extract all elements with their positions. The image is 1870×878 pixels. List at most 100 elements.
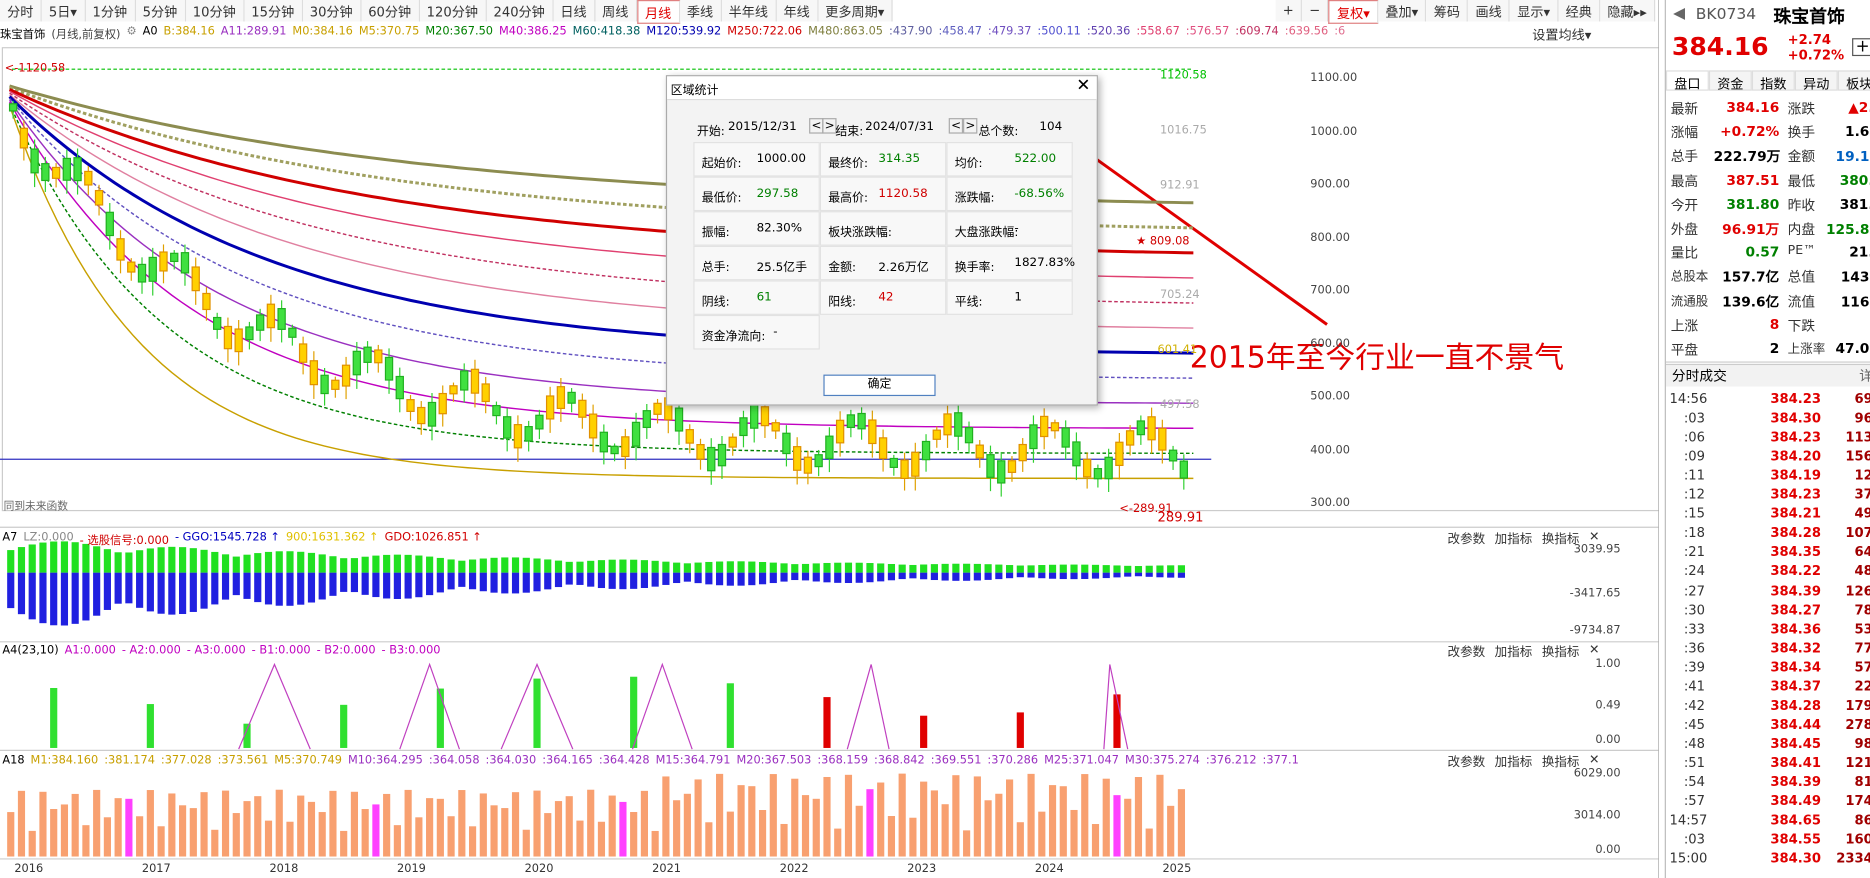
indicator-label: 900:1631.362 ↑ [285,530,379,544]
a7-bar-blue [834,572,842,583]
a7-bar-green [479,558,487,573]
a7-bar-green [17,547,26,573]
volume-bar [920,781,928,857]
a7-bar-green [1156,565,1164,573]
period-button[interactable]: 日线 [553,0,595,22]
panel-button[interactable]: 加指标 [1494,532,1533,547]
price-axis-label: 800.00 [1310,230,1350,244]
ma-settings[interactable]: 设置均线▾ [1532,27,1592,43]
quote-tab[interactable]: 异动 [1794,70,1838,92]
panel-button[interactable]: 改参数 [1447,532,1486,547]
volume-bar [780,823,788,857]
tool-button[interactable]: 隐藏▸▸ [1600,0,1656,22]
period-button[interactable]: 半年线 [721,0,777,22]
gear[interactable]: ⚙ [126,25,137,39]
a7-bar-blue [930,572,938,581]
period-button[interactable]: 5分钟 [135,0,186,22]
period-button[interactable]: 季线 [679,0,722,22]
period-button[interactable]: 1分钟 [85,0,136,22]
panel-button[interactable]: ✕ [1588,642,1600,658]
ok-button[interactable]: 确定 [823,374,936,397]
candle-body [696,444,705,460]
quote-row: 量比 0.57 PE™ 21.70 [1666,241,1870,265]
a7-bar-green [748,561,756,573]
panel-button[interactable]: 换指标 [1541,755,1580,770]
candle-body [352,350,361,376]
volume-bar [694,779,702,857]
period-button[interactable]: 240分钟 [486,0,554,22]
panel-button[interactable]: ✕ [1588,752,1600,768]
x-axis-year: 2024 [1034,862,1064,876]
price-mark: 601.41 [1157,343,1198,357]
period-button[interactable]: 10分钟 [185,0,245,22]
panel-button[interactable]: 改参数 [1447,645,1486,660]
panel-button[interactable]: 换指标 [1541,532,1580,547]
start-label: 开始: [696,125,725,139]
stats-cell: 最高价: 1120.58 [819,176,947,212]
quote-tab[interactable]: 板块 [1837,70,1870,92]
quote-value: 222.79万 [1713,148,1781,166]
a7-bar-blue [114,572,122,604]
period-button[interactable]: 分时 [0,0,42,22]
quote-tab[interactable]: 资金 [1708,70,1752,92]
back-arrow[interactable]: ◀ [1673,4,1686,23]
quote-label: PE™ [1787,243,1816,258]
x-axis-year: 2025 [1162,862,1192,876]
tool-button[interactable]: − [1302,0,1329,22]
a7-bar-green [28,544,36,573]
a7-bar-blue [28,572,36,620]
tick-volume: 983 [1854,735,1870,752]
panel-button[interactable]: 加指标 [1494,755,1533,770]
period-button[interactable]: 120分钟 [419,0,487,22]
tool-button[interactable]: 画线 [1468,0,1511,22]
panel-button[interactable]: 改参数 [1447,755,1486,770]
volume-bar [630,812,638,857]
period-button[interactable]: 5日▾ [41,0,86,22]
tick-volume: 866 [1854,812,1870,829]
quote-row: 最新 384.16 涨跌 ▲2.74 [1666,97,1870,121]
panel-axis-label: 0.49 [1595,699,1621,713]
tool-button[interactable]: 显示▾ [1510,0,1559,22]
tool-button[interactable]: 复权▾ [1328,0,1379,24]
close-button[interactable]: ✕ [1076,76,1091,96]
a7-bar-green [855,562,863,573]
panel-button[interactable]: 加指标 [1494,645,1533,660]
panel-button[interactable]: ✕ [1588,529,1600,544]
tick-price: 384.20 [1770,448,1822,465]
a7-bar-blue [340,572,348,592]
a7-bar-blue [275,572,283,606]
candle-body [1125,430,1135,446]
add-button[interactable]: + [1852,38,1870,57]
tick-time: :39 [1683,659,1705,675]
quote-tab[interactable]: 盘口 [1665,70,1709,92]
ma-curve [9,86,1194,230]
prev-button[interactable]: < [948,118,964,134]
candle-body [51,166,61,179]
period-button[interactable]: 30分钟 [302,0,362,22]
tool-button[interactable]: + [1275,0,1303,22]
quote-tab[interactable]: 指数 [1751,70,1795,92]
a7-bar-green [125,552,133,573]
tick-more[interactable]: 详 [1859,366,1870,385]
period-button[interactable]: 60分钟 [361,0,420,22]
a4-bar [1016,712,1024,748]
stats-cell: 阳线: 42 [819,280,947,315]
ma-label: M0:384.16 [292,25,353,39]
tool-button[interactable]: 叠加▾ [1378,0,1427,22]
a7-bar-blue [157,572,165,614]
period-button[interactable]: 年线 [776,0,819,22]
next-button[interactable]: > [963,118,978,134]
tool-button[interactable]: 筹码 [1426,0,1469,22]
period-button[interactable]: 周线 [594,0,637,22]
volume-bar [565,796,573,857]
arrow-line [1073,141,1328,326]
period-button[interactable]: 更多周期▾ [818,0,893,22]
candle-body [889,457,899,468]
period-button[interactable]: 月线 [636,0,680,24]
next-button[interactable]: > [822,118,838,134]
period-button[interactable]: 15分钟 [244,0,303,22]
panel-button[interactable]: 换指标 [1541,645,1580,660]
indicator-label: :369.551 [930,753,982,768]
tool-button[interactable]: 经典 [1558,0,1601,22]
